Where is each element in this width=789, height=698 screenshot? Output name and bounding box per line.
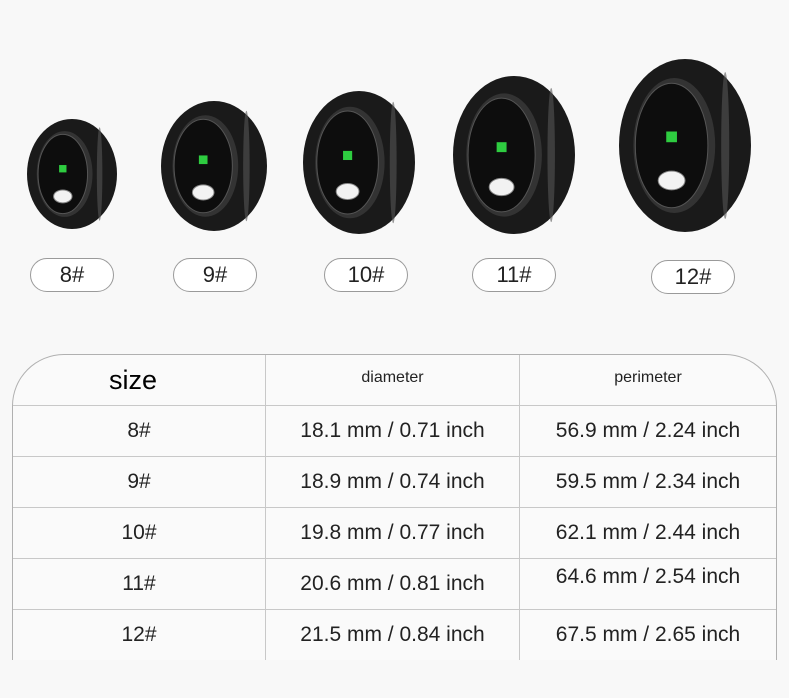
table-row: 10# 19.8 mm / 0.77 inch 62.1 mm / 2.44 i… bbox=[13, 508, 776, 559]
cell-perimeter: 59.5 mm / 2.34 inch bbox=[555, 470, 741, 493]
header-diameter: diameter bbox=[266, 355, 520, 405]
cell-diameter: 18.9 mm / 0.74 inch bbox=[266, 457, 520, 507]
size-label-9: 9# bbox=[173, 258, 257, 292]
sensor-led-icon bbox=[343, 150, 353, 161]
cell-size: 12# bbox=[13, 610, 266, 660]
size-label-8: 8# bbox=[30, 258, 114, 292]
cell-perimeter: 56.9 mm / 2.24 inch bbox=[555, 419, 741, 442]
cell-size: 9# bbox=[13, 457, 266, 507]
sensor-button-icon bbox=[657, 170, 686, 191]
size-label-10: 10# bbox=[324, 258, 408, 292]
table-header: size diameter perimeter bbox=[13, 355, 776, 406]
cell-diameter: 20.6 mm / 0.81 inch bbox=[266, 559, 520, 609]
cell-size: 10# bbox=[13, 508, 266, 558]
sensor-button-icon bbox=[488, 177, 515, 197]
sensor-led-icon bbox=[198, 155, 208, 165]
cell-diameter: 18.1 mm / 0.71 inch bbox=[266, 406, 520, 456]
ring-image-10 bbox=[303, 91, 415, 234]
header-perimeter: perimeter bbox=[614, 369, 682, 386]
cell-perimeter: 67.5 mm / 2.65 inch bbox=[555, 623, 741, 646]
sensor-button-icon bbox=[335, 183, 360, 200]
cell-diameter: 19.8 mm / 0.77 inch bbox=[266, 508, 520, 558]
table-row: 11# 20.6 mm / 0.81 inch 64.6 mm / 2.54 i… bbox=[13, 559, 776, 610]
sensor-button-icon bbox=[191, 184, 215, 201]
size-label-12: 12# bbox=[651, 260, 735, 294]
sensor-led-icon bbox=[496, 142, 507, 153]
cell-perimeter: 62.1 mm / 2.44 inch bbox=[555, 521, 741, 544]
ring-image-9 bbox=[161, 101, 267, 231]
ring-image-12 bbox=[619, 59, 751, 232]
sensor-led-icon bbox=[666, 131, 677, 143]
cell-diameter: 21.5 mm / 0.84 inch bbox=[266, 610, 520, 660]
cell-size: 11# bbox=[13, 559, 266, 609]
ring-image-11 bbox=[453, 76, 575, 234]
ring-image-8 bbox=[27, 119, 117, 229]
cell-size: 8# bbox=[13, 406, 266, 456]
size-label-11: 11# bbox=[472, 258, 556, 292]
table-row: 9# 18.9 mm / 0.74 inch 59.5 mm / 2.34 in… bbox=[13, 457, 776, 508]
sensor-led-icon bbox=[59, 165, 67, 173]
size-table: size diameter perimeter 8# 18.1 mm / 0.7… bbox=[12, 354, 777, 660]
table-row: 12# 21.5 mm / 0.84 inch 67.5 mm / 2.65 i… bbox=[13, 610, 776, 660]
table-row: 8# 18.1 mm / 0.71 inch 56.9 mm / 2.24 in… bbox=[13, 406, 776, 457]
cell-perimeter: 64.6 mm / 2.54 inch bbox=[555, 565, 741, 588]
header-size: size bbox=[13, 355, 266, 405]
sensor-button-icon bbox=[53, 189, 73, 204]
